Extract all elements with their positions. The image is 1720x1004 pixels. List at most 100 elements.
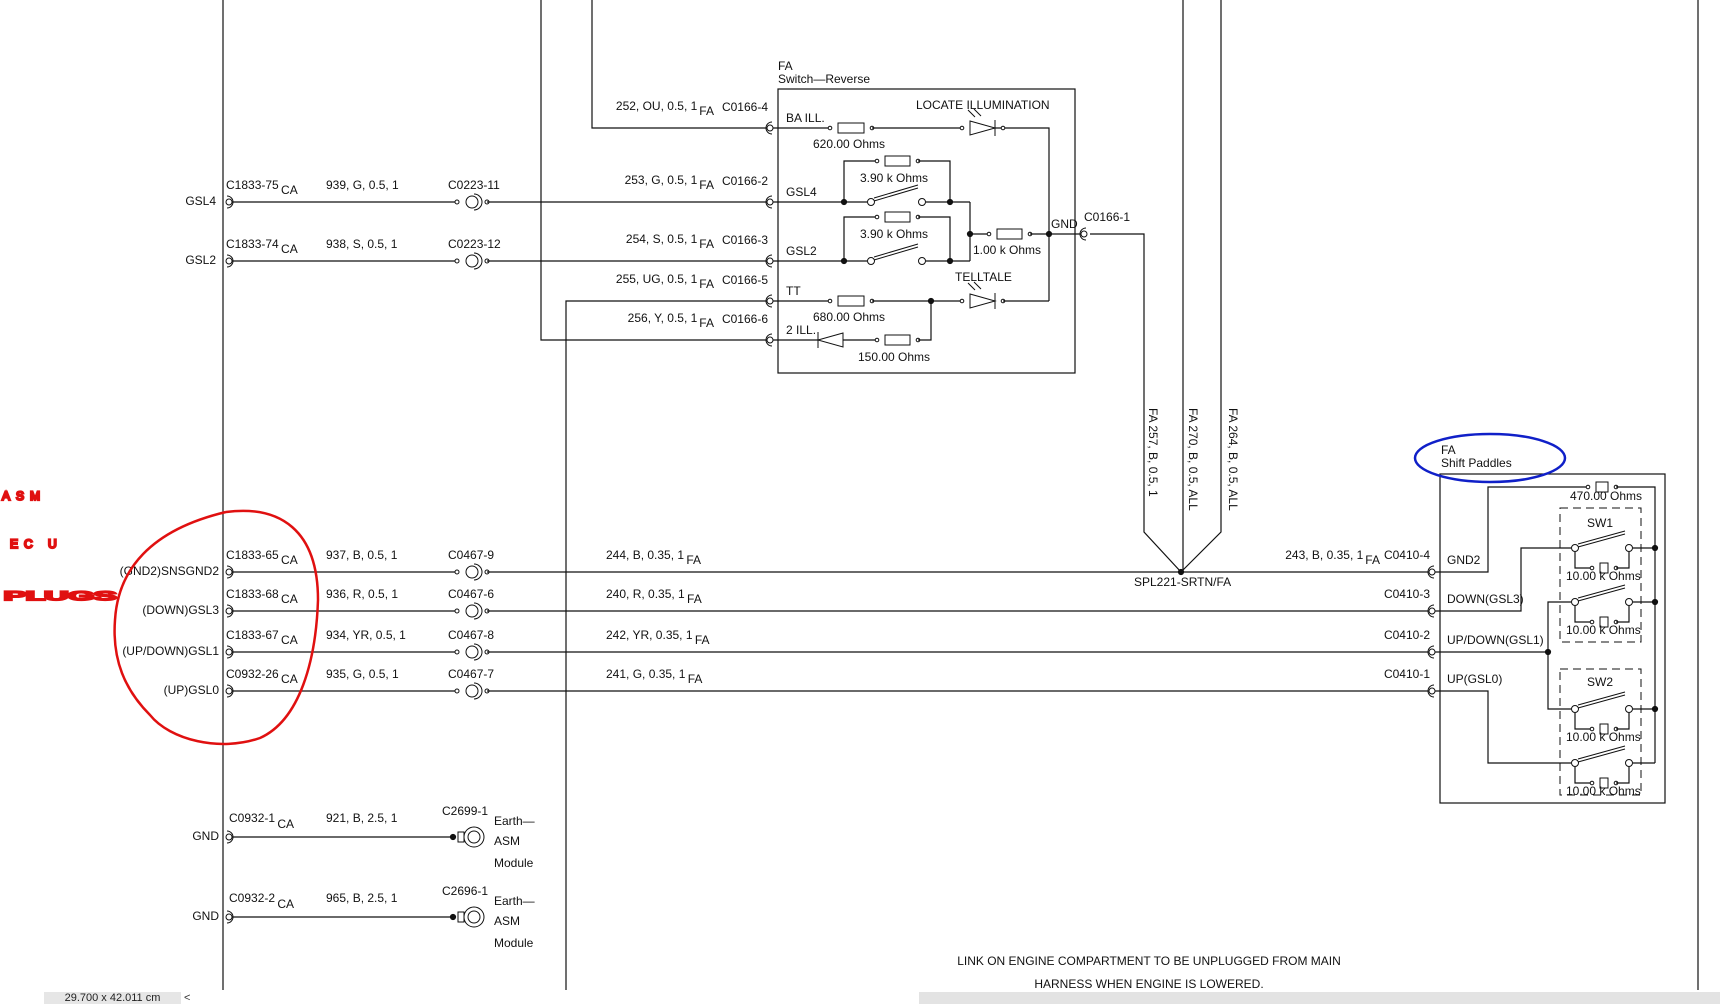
connector-subscript: CA xyxy=(277,817,294,831)
connector-arc-icon xyxy=(1079,227,1087,241)
connector-id: C0410-1 xyxy=(1384,667,1430,681)
wire-label-left: GSL4 xyxy=(185,194,216,208)
wire xyxy=(1574,606,1592,623)
inline-connector-id: C0467-9 xyxy=(448,548,494,562)
pin-icon xyxy=(827,298,833,304)
connector-id: C0410-2 xyxy=(1384,628,1430,642)
component-title: Shift Paddles xyxy=(1441,456,1512,470)
connector-subscript: CA xyxy=(281,592,298,606)
pin-icon xyxy=(454,649,460,655)
pin-icon xyxy=(454,608,460,614)
wire-spec-subscript: FA xyxy=(699,237,714,251)
ring-terminal-icon xyxy=(457,911,465,923)
connector-subscript: CA xyxy=(281,183,298,197)
earth-name: Earth— xyxy=(494,814,535,828)
wire-label-left: (DOWN)GSL3 xyxy=(142,603,219,617)
wire xyxy=(1616,486,1656,763)
splice-id: SPL221-SRTN/FA xyxy=(1134,575,1231,589)
scroll-left-button[interactable]: < xyxy=(184,992,191,1004)
wire-spec: 939, G, 0.5, 1 xyxy=(326,178,399,192)
resistor-value: 680.00 Ohms xyxy=(813,310,885,324)
horizontal-scrollbar[interactable] xyxy=(919,992,1720,1004)
pin-icon xyxy=(874,337,880,343)
resistor-100-icon xyxy=(996,228,1023,240)
switch-contact-icon xyxy=(1571,544,1579,552)
junction-dot xyxy=(449,913,457,921)
pin-icon xyxy=(454,569,460,575)
junction-dot xyxy=(1544,648,1552,656)
switch-contact-icon xyxy=(1571,759,1579,767)
wire xyxy=(1574,713,1592,730)
wire xyxy=(1616,767,1630,784)
wire xyxy=(1547,601,1571,710)
wire-spec: 965, B, 2.5, 1 xyxy=(326,891,398,905)
connector-arc-icon xyxy=(473,563,483,581)
resistor-value: 620.00 Ohms xyxy=(813,137,885,151)
resistor-value: 470.00 Ohms xyxy=(1570,489,1642,503)
wire-spec: 255, UG, 0.5, 1 xyxy=(616,272,698,286)
connector-socket-icon xyxy=(465,645,479,659)
resistor-10k-icon xyxy=(1599,723,1609,735)
pin-icon xyxy=(454,688,460,694)
component-tag: FA xyxy=(1441,443,1456,457)
resistor-10k-icon xyxy=(1599,777,1609,789)
wire xyxy=(1435,547,1571,612)
vertical-wire-spec: FA 264, B, 0.5, ALL xyxy=(1226,408,1240,511)
switch-contact-icon xyxy=(918,257,926,265)
switch-contact-icon xyxy=(867,198,875,206)
wire-spec: 936, R, 0.5, 1 xyxy=(326,587,398,601)
ring-terminal-icon xyxy=(457,831,465,843)
earth-connector-id: C2699-1 xyxy=(442,804,488,818)
connector-id: C0410-3 xyxy=(1384,587,1430,601)
page-size-readout: 29.700 x 42.011 cm xyxy=(44,992,181,1004)
pin-icon xyxy=(454,258,460,264)
connector-arc-icon xyxy=(1427,645,1435,659)
switch-contact-icon xyxy=(1625,598,1633,606)
resistor-value: 3.90 k Ohms xyxy=(860,227,928,241)
switch-lever-icon xyxy=(873,184,919,202)
wire-spec-subscript: FA xyxy=(699,178,714,192)
wire xyxy=(918,301,932,341)
wire xyxy=(918,216,970,262)
pin-icon xyxy=(454,199,460,205)
connector-socket-icon xyxy=(465,565,479,579)
wire-spec: 241, G, 0.35, 1 xyxy=(606,667,686,681)
connector-id: C0166-5 xyxy=(722,273,768,287)
connector-id: C1833-68 xyxy=(226,587,279,601)
wire-spec-subscript: FA xyxy=(688,672,703,686)
connector-pin-icon xyxy=(1428,648,1436,656)
connector-arc-icon xyxy=(473,252,483,270)
pin-icon xyxy=(1589,726,1595,732)
connector-pin-icon xyxy=(766,257,774,265)
light-rays-icon xyxy=(967,281,982,291)
switch-contact-icon xyxy=(1625,759,1633,767)
connector-socket-icon xyxy=(465,195,479,209)
resistor-390-icon xyxy=(884,155,911,167)
connector-arc-icon xyxy=(765,254,773,268)
junction-dot xyxy=(449,833,457,841)
connector-pin-icon xyxy=(225,257,233,265)
pin-icon xyxy=(1589,619,1595,625)
connector-id: C1833-67 xyxy=(226,628,279,642)
connector-socket-icon xyxy=(465,604,479,618)
connector-subscript: CA xyxy=(277,897,294,911)
led-locate-icon xyxy=(969,120,997,136)
sw2-dashed-box xyxy=(1559,668,1642,796)
pin-function-label: UP(GSL0) xyxy=(1447,672,1502,686)
wire xyxy=(1574,552,1592,569)
connector-arc-icon xyxy=(1427,604,1435,618)
pin-icon xyxy=(827,125,833,131)
inline-connector-id: C0467-8 xyxy=(448,628,494,642)
wire xyxy=(1435,486,1588,573)
switch-contact-icon xyxy=(918,198,926,206)
junction-dot xyxy=(1651,598,1659,606)
connector-pin-icon xyxy=(766,336,774,344)
shift-paddles-component xyxy=(1439,473,1666,804)
connector-id: C1833-75 xyxy=(226,178,279,192)
connector-arc-icon xyxy=(765,294,773,308)
junction-dot xyxy=(1045,230,1053,238)
pin-icon xyxy=(959,125,965,131)
wire-spec-subscript: FA xyxy=(699,316,714,330)
connector-id: C0410-4 xyxy=(1384,548,1430,562)
